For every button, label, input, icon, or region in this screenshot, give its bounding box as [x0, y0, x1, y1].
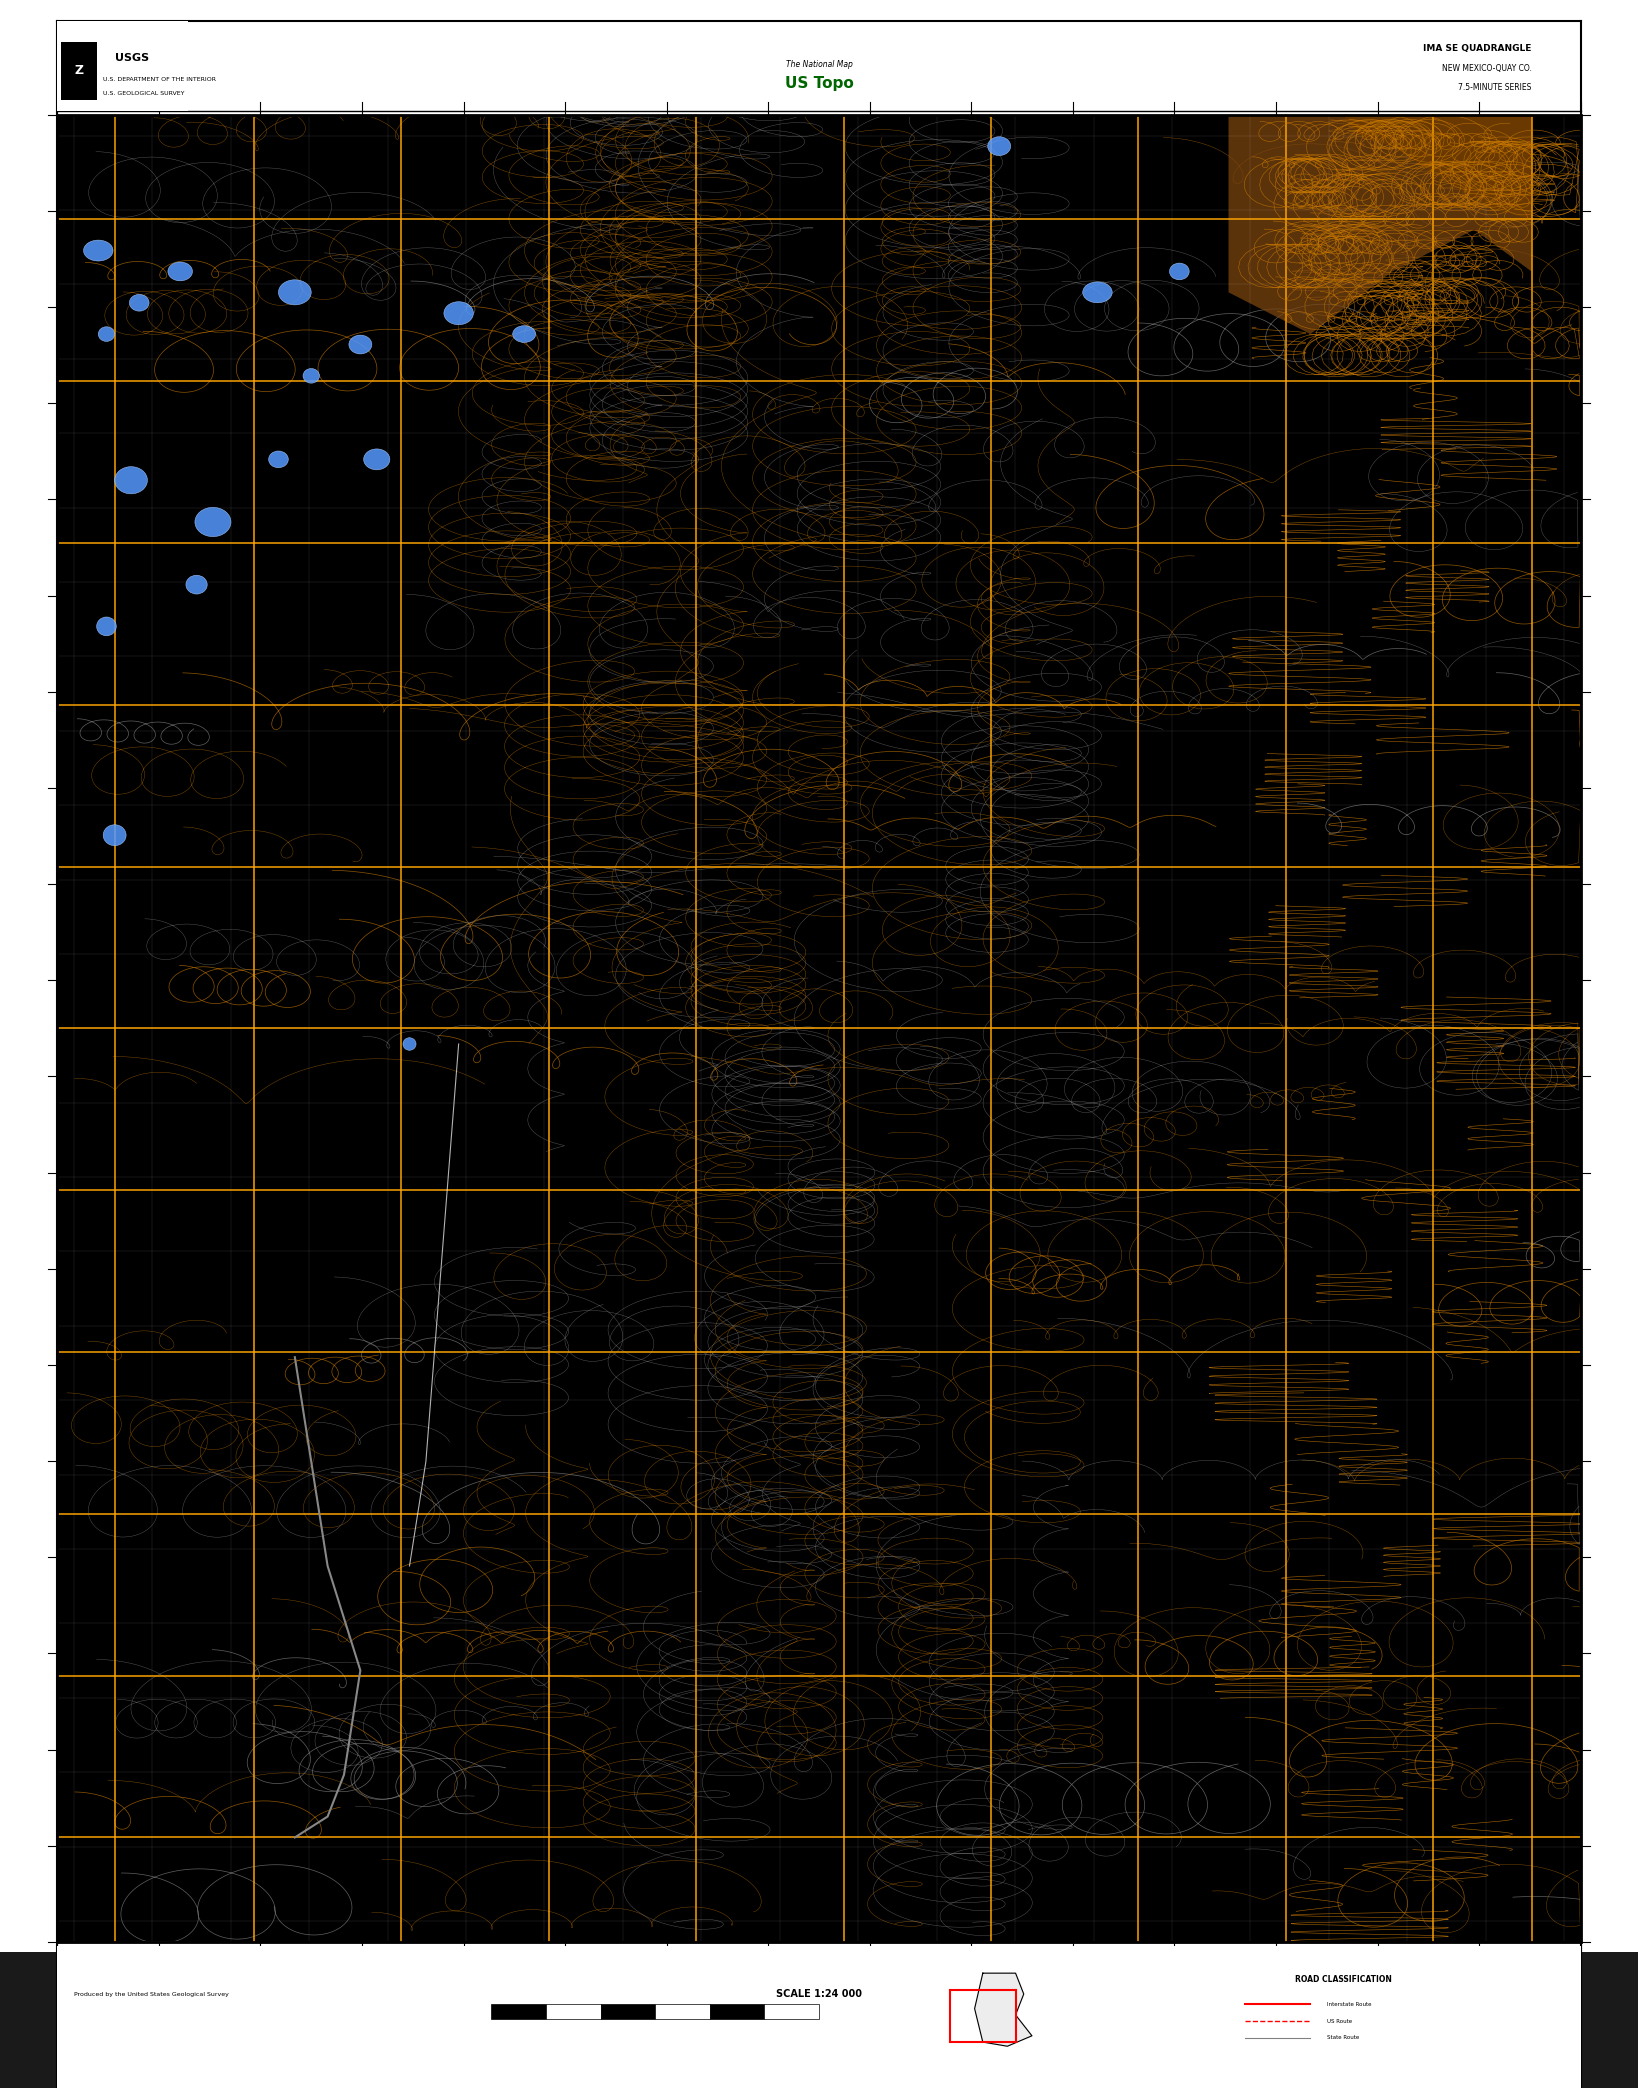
Text: 7.5-MINUTE SERIES: 7.5-MINUTE SERIES	[1458, 84, 1532, 92]
Text: US Route: US Route	[1327, 2019, 1351, 2023]
Bar	[57, 1946, 1581, 2088]
Bar	[61, 42, 97, 100]
Text: US Topo: US Topo	[785, 75, 853, 92]
Ellipse shape	[169, 263, 193, 282]
Bar	[0, 1952, 1638, 2088]
Text: USGS: USGS	[115, 54, 149, 63]
Bar	[950, 1990, 1016, 2042]
Ellipse shape	[103, 825, 126, 846]
Polygon shape	[1228, 115, 1532, 334]
Text: State Route: State Route	[1327, 2036, 1360, 2040]
Ellipse shape	[349, 336, 372, 353]
Text: Interstate Route: Interstate Route	[1327, 2002, 1371, 2007]
Bar	[765, 2004, 819, 2019]
Text: Produced by the United States Geological Survey: Produced by the United States Geological…	[74, 1992, 229, 1996]
Ellipse shape	[364, 449, 390, 470]
Ellipse shape	[278, 280, 311, 305]
Ellipse shape	[988, 138, 1011, 157]
Ellipse shape	[129, 294, 149, 311]
Ellipse shape	[195, 507, 231, 537]
Text: Z: Z	[74, 65, 84, 77]
Ellipse shape	[115, 468, 147, 495]
Ellipse shape	[403, 1038, 416, 1050]
Text: U.S. DEPARTMENT OF THE INTERIOR: U.S. DEPARTMENT OF THE INTERIOR	[103, 77, 216, 81]
Bar	[601, 2004, 655, 2019]
Ellipse shape	[98, 326, 115, 342]
Bar	[655, 2004, 709, 2019]
Ellipse shape	[1083, 282, 1112, 303]
Bar	[545, 2004, 601, 2019]
Bar	[57, 115, 1581, 1942]
Polygon shape	[975, 1973, 1032, 2046]
Ellipse shape	[1170, 263, 1189, 280]
Ellipse shape	[97, 618, 116, 637]
Text: The National Map: The National Map	[786, 61, 852, 69]
Text: SCALE 1:24 000: SCALE 1:24 000	[776, 1990, 862, 1998]
Bar	[491, 2004, 545, 2019]
Text: IMA SE QUADRANGLE: IMA SE QUADRANGLE	[1423, 44, 1532, 52]
Polygon shape	[1343, 115, 1532, 219]
Ellipse shape	[444, 303, 473, 326]
Bar	[57, 21, 188, 111]
Ellipse shape	[303, 370, 319, 384]
Ellipse shape	[513, 326, 536, 342]
Ellipse shape	[187, 576, 206, 595]
Text: NEW MEXICO-QUAY CO.: NEW MEXICO-QUAY CO.	[1441, 65, 1532, 73]
Text: ROAD CLASSIFICATION: ROAD CLASSIFICATION	[1294, 1975, 1392, 1984]
Ellipse shape	[269, 451, 288, 468]
Text: U.S. GEOLOGICAL SURVEY: U.S. GEOLOGICAL SURVEY	[103, 92, 185, 96]
Bar	[709, 2004, 765, 2019]
Ellipse shape	[84, 240, 113, 261]
Bar	[57, 115, 1581, 1942]
